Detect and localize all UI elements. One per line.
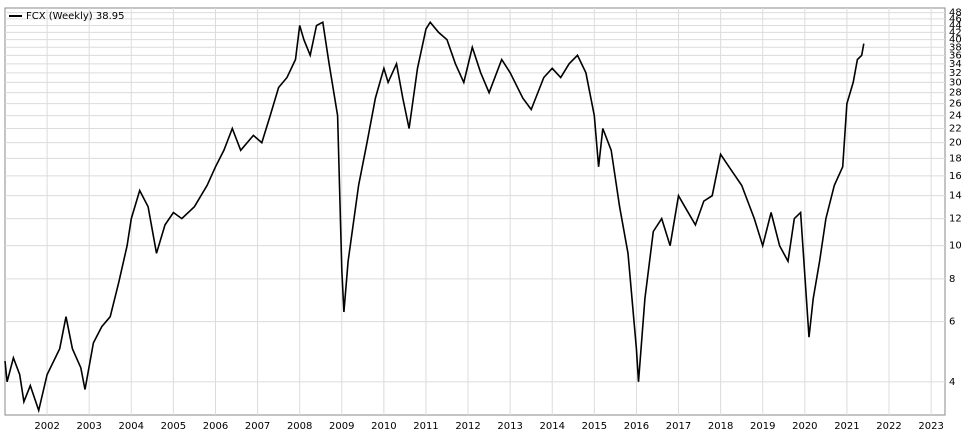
x-tick-label: 2019	[750, 421, 775, 432]
y-tick-label: 28	[949, 88, 962, 99]
y-tick-label: 20	[949, 138, 962, 149]
x-tick-label: 2008	[287, 421, 312, 432]
x-tick-label: 2021	[834, 421, 859, 432]
y-tick-label: 26	[949, 99, 962, 110]
x-tick-label: 2010	[371, 421, 396, 432]
legend-label: FCX (Weekly) 38.95	[26, 11, 124, 22]
x-tick-label: 2015	[582, 421, 607, 432]
y-tick-label: 44	[949, 21, 962, 32]
y-tick-label: 16	[949, 171, 962, 182]
x-tick-label: 2007	[245, 421, 270, 432]
x-tick-label: 2005	[161, 421, 186, 432]
price-line	[4, 20, 865, 414]
y-tick-label: 34	[949, 59, 962, 70]
y-tick-label: 36	[949, 50, 962, 61]
x-tick-label: 2014	[540, 421, 565, 432]
y-tick-label: 30	[949, 77, 962, 88]
y-tick-label: 8	[949, 274, 955, 285]
y-tick-label: 24	[949, 111, 962, 122]
x-tick-label: 2011	[413, 421, 438, 432]
x-tick-label: 2017	[666, 421, 691, 432]
y-tick-label: 18	[949, 153, 962, 164]
x-tick-label: 2016	[624, 421, 649, 432]
y-tick-label: 42	[949, 27, 962, 38]
y-tick-label: 40	[949, 35, 962, 46]
y-tick-label: 38	[949, 42, 962, 53]
x-tick-label: 2020	[792, 421, 817, 432]
y-tick-label: 48	[949, 8, 962, 19]
x-tick-label: 2022	[876, 421, 901, 432]
plot-frame	[4, 7, 946, 416]
x-tick-label: 2002	[34, 421, 59, 432]
x-tick-label: 2018	[708, 421, 733, 432]
y-tick-label: 22	[949, 124, 962, 135]
x-tick-label: 2009	[329, 421, 354, 432]
y-tick-label: 10	[949, 241, 962, 252]
y-tick-label: 12	[949, 214, 962, 225]
y-tick-label: 46	[949, 14, 962, 25]
x-tick-label: 2003	[76, 421, 101, 432]
x-tick-label: 2023	[918, 421, 943, 432]
x-tick-label: 2004	[119, 421, 144, 432]
y-tick-label: 6	[949, 317, 955, 328]
y-tick-label: 4	[949, 377, 955, 388]
y-tick-label: 14	[949, 191, 962, 202]
x-tick-label: 2006	[203, 421, 228, 432]
x-tick-label: 2013	[497, 421, 522, 432]
x-tick-label: 2012	[455, 421, 480, 432]
y-tick-label: 32	[949, 68, 962, 79]
